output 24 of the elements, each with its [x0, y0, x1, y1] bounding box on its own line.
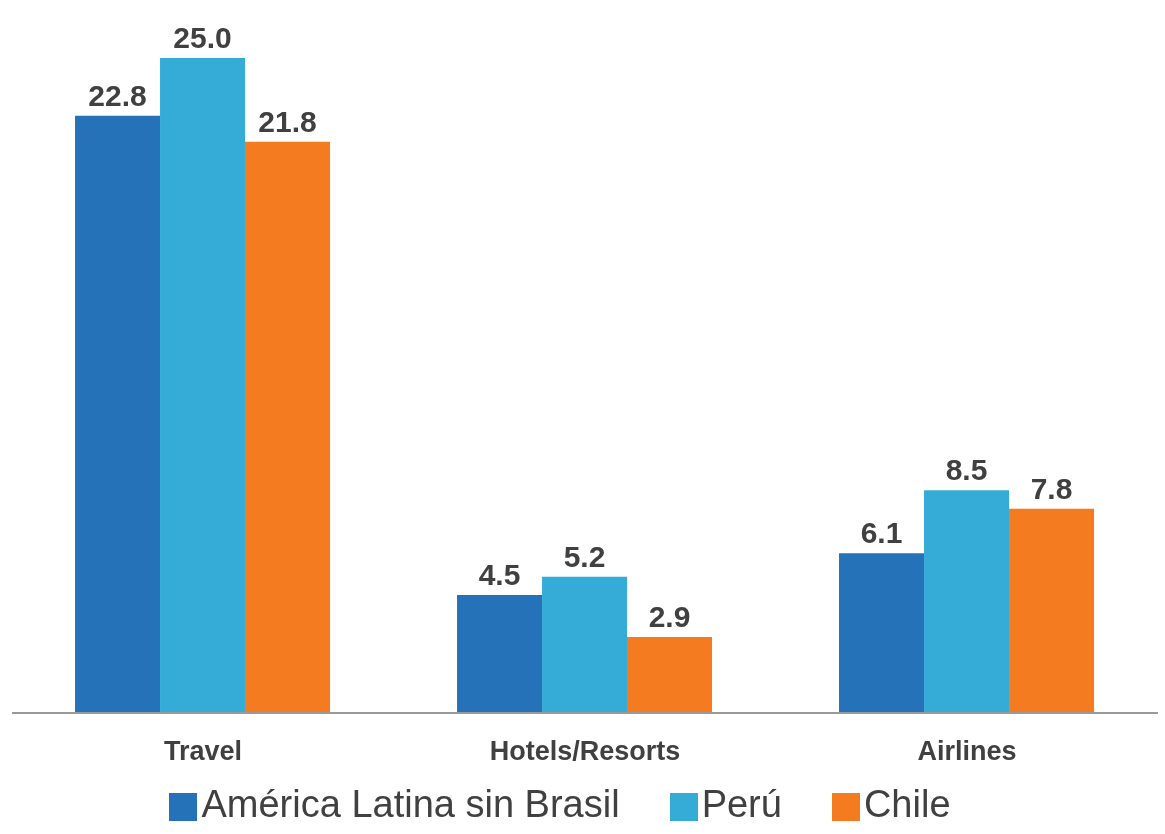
bar [924, 490, 1010, 713]
x-tick-label: Hotels/Resorts [489, 736, 681, 767]
bar [627, 637, 713, 713]
bar [160, 58, 246, 713]
data-label: 22.8 [88, 78, 147, 112]
legend-label: Perú [701, 783, 782, 825]
data-label: 6.1 [860, 516, 903, 550]
bar [245, 141, 331, 713]
data-label: 2.9 [648, 600, 691, 634]
data-label: 21.8 [258, 104, 317, 138]
x-tick-label: Airlines [917, 736, 1017, 767]
data-label: 25.0 [173, 21, 232, 54]
bar [457, 595, 543, 713]
data-label: 7.8 [1030, 471, 1073, 505]
legend-label: Chile [863, 783, 951, 825]
bar [542, 576, 628, 713]
bar [1009, 508, 1095, 713]
data-label: 5.2 [563, 539, 606, 573]
x-tick-label: Travel [163, 736, 243, 767]
legend-label: América Latina sin Brasil [201, 783, 620, 825]
bar [839, 553, 925, 713]
data-label: 8.5 [945, 453, 988, 487]
data-label: 4.5 [478, 558, 521, 592]
bar [75, 115, 161, 713]
